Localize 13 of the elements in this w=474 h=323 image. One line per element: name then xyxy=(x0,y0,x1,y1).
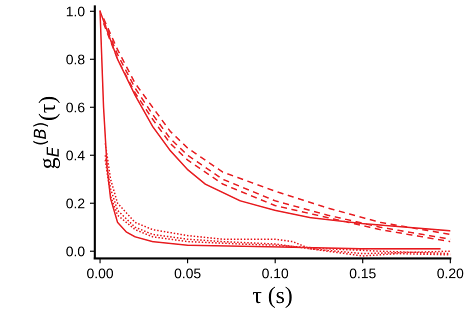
x-axis-title: τ (s) xyxy=(252,286,292,308)
x-tick-label: 0.20 xyxy=(437,268,464,278)
y-tick-label: 0.4 xyxy=(66,150,85,160)
y-tick-label: 1.0 xyxy=(66,6,85,16)
y-axis-title: g$_{E}$$^{(B)}$(τ) xyxy=(33,96,60,168)
y-tick-label: 0.6 xyxy=(66,102,84,112)
x-tick-label: 0.10 xyxy=(262,268,288,278)
y-tick-label: 0.8 xyxy=(66,54,84,64)
y-tick-label: 0.0 xyxy=(66,246,85,256)
y-tick-label: 0.2 xyxy=(66,198,84,208)
x-tick-label: 0.05 xyxy=(174,268,201,278)
x-tick-label: 0.15 xyxy=(350,268,376,278)
x-tick-label: 0.00 xyxy=(87,268,114,278)
